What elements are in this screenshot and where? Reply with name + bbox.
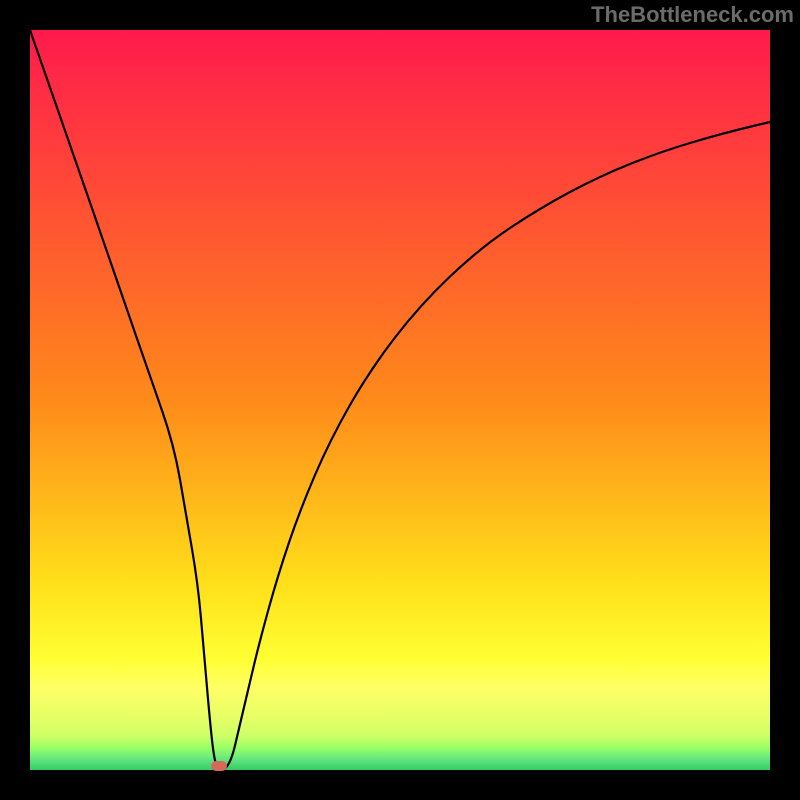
curve-path (30, 30, 770, 770)
bottleneck-curve (0, 0, 800, 800)
optimum-marker (211, 761, 227, 771)
watermark-text: TheBottleneck.com (591, 2, 794, 28)
chart-container: TheBottleneck.com (0, 0, 800, 800)
